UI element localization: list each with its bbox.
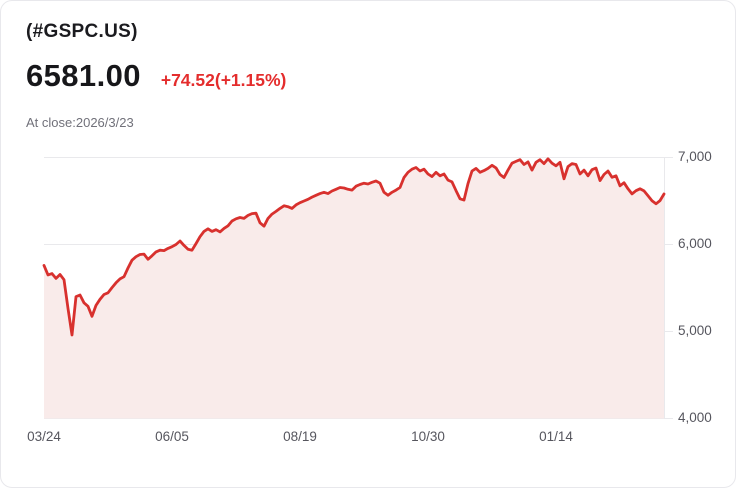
at-close-label: At close:2026/3/23 [26, 115, 134, 130]
price-change: +74.52(+1.15%) [160, 70, 287, 90]
x-axis-label-0819: 08/19 [283, 429, 317, 444]
x-axis-label-0114: 01/14 [539, 429, 573, 444]
last-price: 6581.00 [26, 58, 141, 93]
y-axis-label-4000: 4,000 [678, 410, 712, 425]
price-area-path [44, 158, 664, 419]
price-row: 6581.00 +74.52(+1.15%) [26, 58, 286, 94]
symbol-title: (#GSPC.US) [26, 21, 138, 42]
y-axis-label-5000: 5,000 [678, 323, 712, 338]
y-axis-label-7000: 7,000 [678, 149, 712, 164]
x-axis-label-0605: 06/05 [155, 429, 189, 444]
y-axis-label-6000: 6,000 [678, 236, 712, 251]
x-axis-label-1030: 10/30 [411, 429, 445, 444]
gridline-7000 [44, 157, 673, 158]
price-line-path [42, 157, 666, 337]
plot-right-border [664, 157, 665, 419]
price-chart-svg[interactable] [42, 147, 666, 419]
x-axis-label-0324: 03/24 [27, 429, 61, 444]
